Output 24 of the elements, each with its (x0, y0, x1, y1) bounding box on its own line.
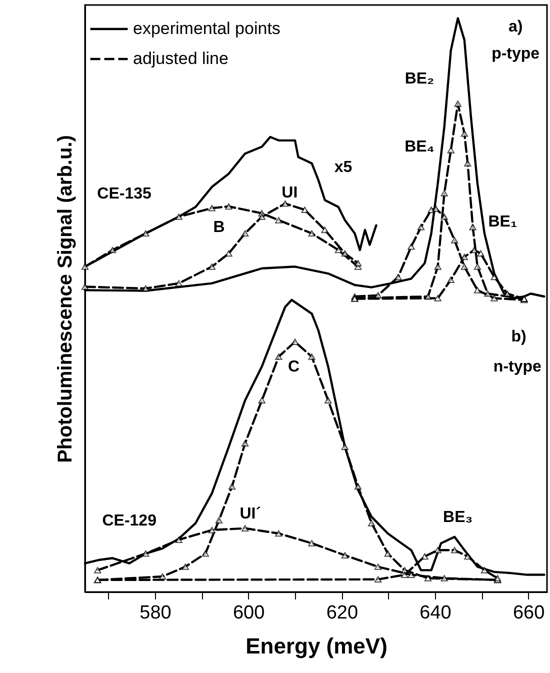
annotation: B (213, 218, 225, 236)
annotation: CE-129 (102, 512, 157, 530)
y-axis-title: Photoluminescence Signal (arb.u.) (54, 135, 76, 463)
x-tick-label: 600 (232, 602, 265, 624)
legend-label: adjusted line (133, 49, 228, 68)
annotation: n-type (493, 358, 542, 376)
legend-label: experimental points (133, 19, 280, 38)
annotation: BE₂ (404, 70, 434, 88)
annotation: BE₄ (404, 138, 434, 156)
annotation: C (288, 358, 300, 376)
x-tick-label: 660 (512, 602, 545, 624)
x-tick-label: 580 (140, 602, 172, 624)
annotation: x5 (334, 159, 352, 176)
annotation: BE₁ (488, 214, 518, 231)
annotation: UI (282, 184, 298, 202)
annotation: p-type (492, 46, 540, 63)
annotation: b) (511, 328, 526, 346)
x-tick-label: 620 (326, 602, 358, 624)
x-tick-label: 640 (420, 602, 452, 624)
annotation: BE₃ (443, 508, 473, 526)
annotation: UI´ (240, 505, 262, 522)
annotation: CE-135 (97, 185, 152, 202)
x-axis-title: Energy (meV) (246, 634, 388, 658)
annotation: a) (508, 18, 523, 36)
